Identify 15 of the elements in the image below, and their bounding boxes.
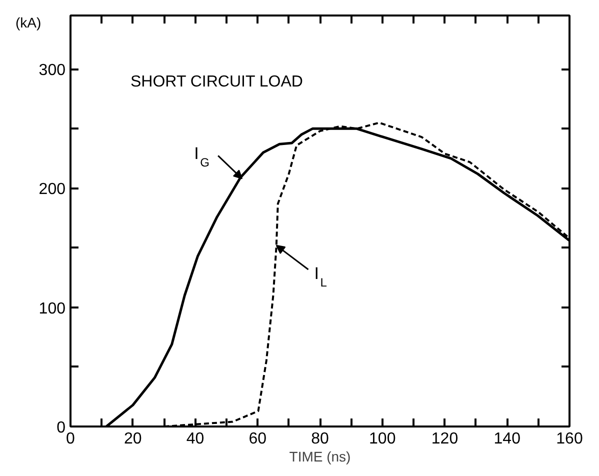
x-tick-label: 80 bbox=[311, 430, 329, 448]
x-tick-label: 20 bbox=[124, 430, 142, 448]
x-tick-label: 60 bbox=[248, 430, 267, 448]
x-tick-label: 120 bbox=[431, 430, 458, 448]
x-axis-title: TIME (ns) bbox=[289, 448, 351, 464]
x-tick-label: 160 bbox=[556, 430, 583, 448]
y-tick-label: 200 bbox=[38, 181, 66, 198]
y-axis-title: (kA) bbox=[16, 14, 42, 30]
y-tick-label: 0 bbox=[56, 420, 66, 436]
x-tick-label: 100 bbox=[369, 430, 396, 448]
y-tick-label: 300 bbox=[38, 62, 66, 80]
x-tick-label: 40 bbox=[186, 430, 204, 448]
x-tick-label: 140 bbox=[494, 430, 521, 448]
y-tick-label: 100 bbox=[38, 300, 66, 318]
annotation: SHORT CIRCUIT LOAD bbox=[130, 74, 303, 90]
